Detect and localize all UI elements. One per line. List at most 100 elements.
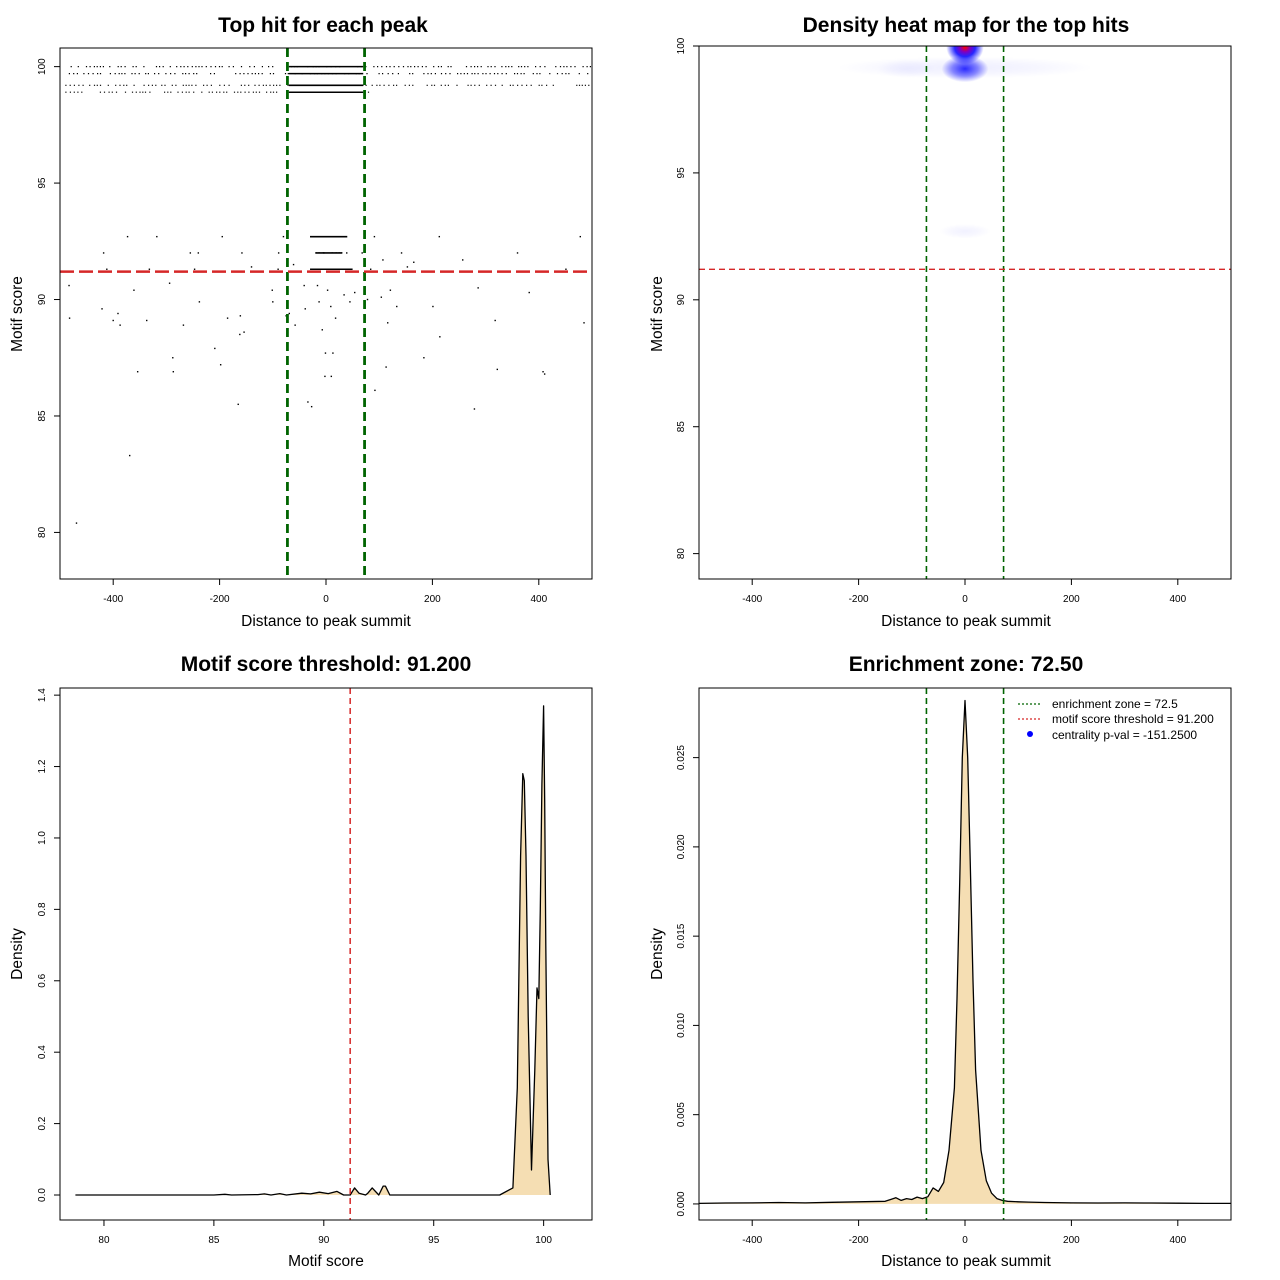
y-tick-label: 0.015 (676, 923, 687, 948)
data-point (198, 301, 201, 303)
heatmap-reference-lines (699, 46, 1231, 579)
data-point (271, 289, 273, 291)
y-tick-label: 95 (37, 177, 48, 189)
y-tick-label: 0.0 (37, 1188, 48, 1202)
x-tick-label: 95 (428, 1235, 440, 1246)
legend-point-centrality (1027, 731, 1033, 737)
data-point (136, 371, 139, 373)
data-point (112, 319, 114, 322)
data-point (106, 268, 108, 270)
band-points (68, 73, 592, 75)
density-hotspot (939, 223, 991, 239)
score-density-curve (75, 705, 551, 1196)
data-point (462, 259, 464, 261)
x-tick-label: -200 (210, 594, 230, 605)
data-point (197, 252, 200, 254)
data-point (250, 266, 253, 268)
y-tick-label: 0.000 (676, 1191, 687, 1216)
x-tick-label: 80 (98, 1235, 110, 1246)
heatmap-plot-area (699, 46, 1231, 579)
data-point (189, 252, 192, 254)
y-tick-label: 0.025 (676, 745, 687, 770)
heatmap-axes: -400 -200 0 200 400 80 85 90 95 100 (676, 37, 1187, 605)
data-point (343, 294, 345, 296)
y-tick-label: 1.0 (37, 831, 48, 845)
data-point (406, 266, 409, 268)
band-points (315, 252, 343, 254)
data-point (182, 324, 185, 326)
data-point (292, 263, 295, 266)
data-point (349, 301, 351, 303)
data-point (389, 289, 392, 291)
data-point (423, 357, 425, 359)
x-tick-label: 0 (323, 594, 329, 605)
data-point (172, 357, 174, 359)
band-points (65, 84, 590, 86)
scatter-ylabel: Motif score (9, 276, 26, 352)
heatmap-xlabel: Distance to peak summit (881, 613, 1051, 630)
panel-enrichment: Enrichment zone: 72.50 -400 -200 0 200 400 0.… (649, 653, 1232, 1270)
x-tick-label: 200 (424, 594, 441, 605)
enrichment-plot-area (699, 688, 1231, 1220)
y-tick-label: 1.2 (37, 759, 48, 773)
data-point (307, 401, 309, 403)
y-tick-label: 85 (676, 421, 687, 433)
y-tick-label: 100 (37, 58, 48, 75)
score-band (65, 84, 590, 87)
data-point (282, 235, 285, 238)
data-point (128, 454, 131, 457)
heatmap-frame (698, 45, 1232, 580)
legend-label-enrichment: enrichment zone = 72.5 (1052, 697, 1178, 711)
y-tick-label: 90 (37, 294, 48, 306)
density-line (699, 699, 1231, 1205)
data-point (334, 317, 337, 319)
scatter-points (68, 235, 585, 524)
data-point (102, 252, 105, 254)
data-point (332, 352, 334, 354)
enrichment-axes: -400 -200 0 200 400 0.000 0.005 0.010 0.015 0.020… (676, 745, 1187, 1246)
data-point (473, 408, 476, 410)
data-point (272, 301, 274, 303)
score-band (70, 65, 592, 68)
data-point (516, 252, 519, 254)
band-points (65, 91, 370, 93)
legend-label-threshold: motif score threshold = 91.200 (1052, 712, 1214, 726)
y-tick-label: 0.2 (37, 1116, 48, 1130)
data-point (288, 312, 290, 315)
score-band (65, 91, 370, 94)
enrichment-xlabel: Distance to peak summit (881, 1253, 1051, 1270)
data-point (361, 252, 363, 254)
data-point (146, 319, 148, 322)
score-density-plot-area (75, 688, 551, 1220)
scatter-score-bands (65, 65, 592, 271)
data-point (119, 324, 121, 326)
data-point (156, 235, 158, 238)
x-tick-label: 100 (535, 1235, 552, 1246)
data-point (413, 261, 415, 263)
data-point (438, 235, 441, 238)
data-point (316, 284, 319, 287)
data-point (219, 364, 222, 366)
data-point (241, 252, 243, 254)
data-point (226, 317, 229, 319)
y-tick-label: 85 (37, 410, 48, 422)
enrichment-legend: enrichment zone = 72.5 motif score thres… (1018, 697, 1214, 742)
y-tick-label: 95 (676, 167, 687, 179)
score-density-xlabel: Motif score (288, 1253, 364, 1270)
scatter-axes: -400 -200 0 200 400 80 85 90 95 100 (37, 58, 548, 605)
data-point (133, 289, 135, 291)
score-band (68, 72, 592, 75)
y-tick-label: 0.010 (676, 1012, 687, 1037)
data-point (326, 289, 329, 291)
enrichment-reference-lines (925, 688, 1005, 1220)
heatmap-title: Density heat map for the top hits (803, 14, 1130, 37)
scatter-reference-lines (60, 48, 592, 579)
y-tick-label: 100 (676, 37, 687, 54)
y-tick-label: 0.005 (676, 1102, 687, 1127)
density-hotspot (877, 59, 936, 78)
data-point (374, 389, 376, 392)
data-point (387, 322, 389, 324)
data-point (243, 331, 245, 333)
score-density-axes: 80 85 90 95 100 0.0 0.2 0.4 0.6 0.8 1.0 1.2 1.4 (37, 688, 552, 1246)
